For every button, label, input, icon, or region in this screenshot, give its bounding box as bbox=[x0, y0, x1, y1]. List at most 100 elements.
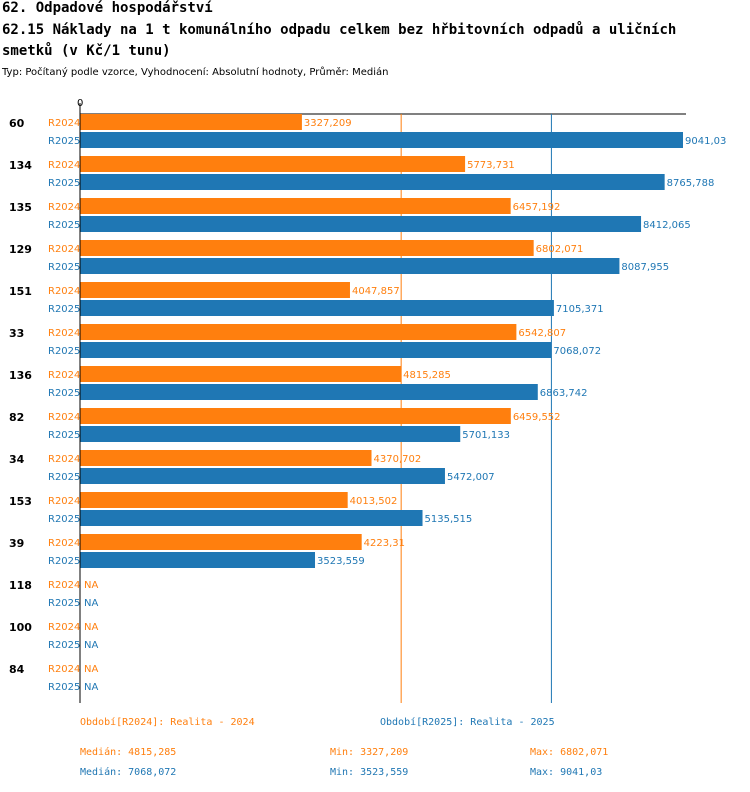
series-label: R2025 bbox=[48, 598, 80, 609]
bar-r2024 bbox=[80, 534, 362, 550]
category-label: 34 bbox=[9, 453, 25, 466]
data-label: 6542,807 bbox=[518, 328, 566, 339]
bar-r2024 bbox=[80, 366, 402, 382]
series-label: R2025 bbox=[48, 178, 80, 189]
bar-r2025 bbox=[80, 258, 620, 274]
data-label: 4047,857 bbox=[352, 286, 400, 297]
data-label: 7105,371 bbox=[556, 304, 604, 315]
bar-r2024 bbox=[80, 408, 511, 424]
category-label: 39 bbox=[9, 537, 24, 550]
category-label: 151 bbox=[9, 285, 32, 298]
median-r2024: Medián: 4815,285 bbox=[80, 747, 177, 758]
series-label: R2024 bbox=[48, 286, 80, 297]
series-label: R2024 bbox=[48, 244, 80, 255]
series-label: R2025 bbox=[48, 556, 80, 567]
series-label: R2024 bbox=[48, 496, 80, 507]
chart-title-line2: smetků (v Kč/1 tunu) bbox=[2, 43, 171, 59]
category-label: 118 bbox=[9, 579, 32, 592]
max-r2025: Max: 9041,03 bbox=[530, 767, 603, 778]
series-label: R2025 bbox=[48, 262, 80, 273]
bar-r2024 bbox=[80, 198, 511, 214]
series-label: R2025 bbox=[48, 304, 80, 315]
series-label: R2024 bbox=[48, 664, 80, 675]
min-r2024: Min: 3327,209 bbox=[330, 747, 409, 758]
category-label: 84 bbox=[9, 663, 25, 676]
bar-r2025 bbox=[80, 552, 316, 568]
median-r2025: Medián: 7068,072 bbox=[80, 767, 177, 778]
data-label: 5773,731 bbox=[467, 160, 515, 171]
legend-r2024: Období[R2024]: Realita - 2024 bbox=[80, 717, 255, 728]
series-label: R2024 bbox=[48, 202, 80, 213]
data-label: 6802,071 bbox=[536, 244, 584, 255]
bar-chart: 060R20243327,209R20259041,03134R20245773… bbox=[9, 98, 726, 703]
data-label: 8087,955 bbox=[621, 262, 669, 273]
series-label: R2024 bbox=[48, 622, 80, 633]
series-label: R2025 bbox=[48, 136, 80, 147]
data-label-na: NA bbox=[84, 682, 98, 693]
bar-r2024 bbox=[80, 240, 534, 256]
data-label: 4013,502 bbox=[350, 496, 398, 507]
bar-r2025 bbox=[80, 300, 554, 316]
series-label: R2024 bbox=[48, 580, 80, 591]
series-label: R2024 bbox=[48, 370, 80, 381]
data-label: 4223,31 bbox=[364, 538, 405, 549]
bar-r2025 bbox=[80, 510, 423, 526]
bar-r2024 bbox=[80, 156, 466, 172]
category-label: 136 bbox=[9, 369, 32, 382]
bar-r2024 bbox=[80, 282, 350, 298]
data-label: 7068,072 bbox=[553, 346, 601, 357]
category-label: 33 bbox=[9, 327, 24, 340]
bar-r2025 bbox=[80, 174, 665, 190]
category-label: 60 bbox=[9, 117, 25, 130]
bar-r2025 bbox=[80, 342, 552, 358]
series-label: R2024 bbox=[48, 328, 80, 339]
chart-title-line1: 62.15 Náklady na 1 t komunálního odpadu … bbox=[2, 22, 677, 38]
bar-r2025 bbox=[80, 216, 642, 232]
data-label: 6863,742 bbox=[540, 388, 588, 399]
category-label: 135 bbox=[9, 201, 32, 214]
series-label: R2025 bbox=[48, 220, 80, 231]
series-label: R2025 bbox=[48, 346, 80, 357]
bar-r2025 bbox=[80, 426, 461, 442]
series-label: R2024 bbox=[48, 160, 80, 171]
data-label: 4370,702 bbox=[374, 454, 422, 465]
category-label: 153 bbox=[9, 495, 32, 508]
bar-r2024 bbox=[80, 450, 372, 466]
data-label: 5701,133 bbox=[462, 430, 510, 441]
series-label: R2024 bbox=[48, 412, 80, 423]
bar-r2025 bbox=[80, 384, 538, 400]
series-label: R2024 bbox=[48, 454, 80, 465]
data-label: 6457,192 bbox=[513, 202, 561, 213]
series-label: R2025 bbox=[48, 472, 80, 483]
chart-subtitle: Typ: Počítaný podle vzorce, Vyhodnocení:… bbox=[2, 67, 389, 78]
data-label: 5135,515 bbox=[425, 514, 473, 525]
chapter-title: 62. Odpadové hospodářství bbox=[2, 0, 213, 16]
data-label: 3523,559 bbox=[317, 556, 365, 567]
bar-r2024 bbox=[80, 114, 302, 130]
category-label: 134 bbox=[9, 159, 32, 172]
category-label: 82 bbox=[9, 411, 24, 424]
data-label: 5472,007 bbox=[447, 472, 495, 483]
series-label: R2025 bbox=[48, 682, 80, 693]
series-label: R2025 bbox=[48, 388, 80, 399]
data-label: 9041,03 bbox=[685, 136, 726, 147]
min-r2025: Min: 3523,559 bbox=[330, 767, 409, 778]
data-label-na: NA bbox=[84, 622, 98, 633]
series-label: R2024 bbox=[48, 538, 80, 549]
series-label: R2025 bbox=[48, 640, 80, 651]
category-label: 129 bbox=[9, 243, 32, 256]
data-label-na: NA bbox=[84, 664, 98, 675]
data-label: 3327,209 bbox=[304, 118, 352, 129]
category-label: 100 bbox=[9, 621, 32, 634]
series-label: R2024 bbox=[48, 118, 80, 129]
legend-r2025: Období[R2025]: Realita - 2025 bbox=[380, 717, 555, 728]
data-label: 8765,788 bbox=[667, 178, 715, 189]
data-label-na: NA bbox=[84, 598, 98, 609]
data-label-na: NA bbox=[84, 640, 98, 651]
data-label: 8412,065 bbox=[643, 220, 691, 231]
bar-r2025 bbox=[80, 132, 683, 148]
bar-r2024 bbox=[80, 324, 517, 340]
data-label-na: NA bbox=[84, 580, 98, 591]
series-label: R2025 bbox=[48, 430, 80, 441]
data-label: 6459,552 bbox=[513, 412, 561, 423]
